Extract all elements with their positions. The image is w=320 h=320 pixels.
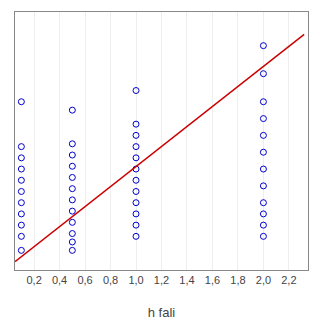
svg-text:0,6: 0,6 [77,274,92,286]
svg-text:1,4: 1,4 [179,274,194,286]
svg-text:2,0: 2,0 [256,274,271,286]
svg-text:1,6: 1,6 [205,274,220,286]
svg-text:2,2: 2,2 [281,274,296,286]
svg-text:0,2: 0,2 [26,274,41,286]
svg-text:0,8: 0,8 [103,274,118,286]
svg-text:1,0: 1,0 [128,274,143,286]
svg-text:0,4: 0,4 [52,274,67,286]
svg-text:1,8: 1,8 [230,274,245,286]
svg-text:h fali: h fali [148,305,176,320]
svg-text:1,2: 1,2 [154,274,169,286]
